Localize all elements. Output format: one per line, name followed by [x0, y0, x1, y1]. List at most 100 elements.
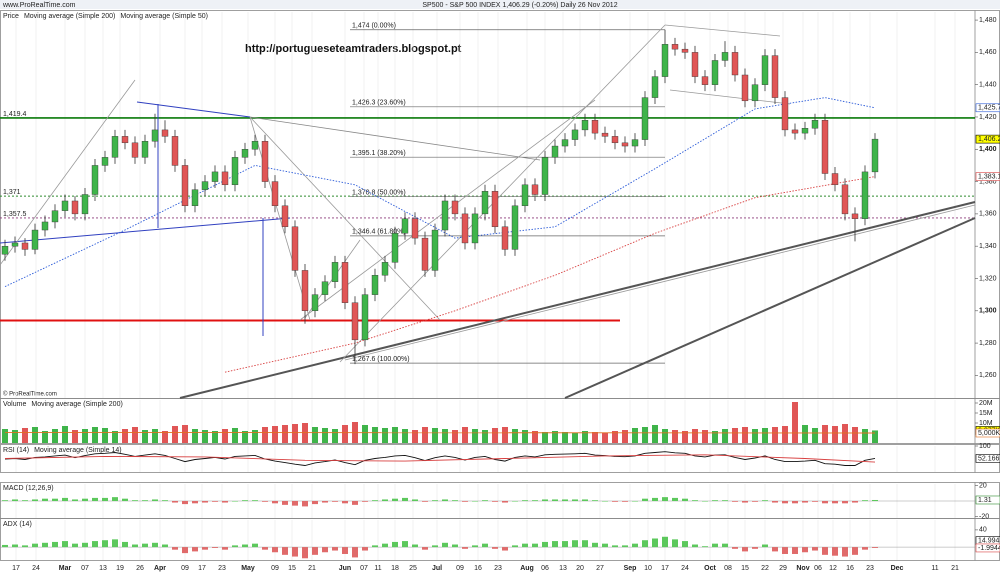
histogram-bar: [772, 547, 778, 552]
histogram-bar: [122, 541, 128, 548]
histogram-bar: [842, 547, 848, 557]
y-tick-label: 1,400: [979, 146, 997, 153]
candle-body: [41, 221, 49, 231]
histogram-bar: [832, 501, 838, 504]
volume-bar: [662, 429, 668, 443]
volume-bar: [22, 428, 28, 443]
volume-bar: [72, 430, 78, 443]
value-marker-label: 1,383.1: [978, 173, 1000, 180]
trend-line: [564, 217, 976, 399]
volume-bar: [702, 430, 708, 443]
fib-label: 1,426.3 (23.60%): [352, 100, 406, 107]
histogram-bar: [402, 497, 408, 501]
trend-line: [0, 79, 136, 266]
x-tick-label: 26: [136, 565, 144, 572]
volume-bar: [722, 429, 728, 443]
x-tick-label: Sep: [624, 565, 637, 572]
histogram-bar: [432, 500, 438, 501]
volume-bar: [862, 429, 868, 443]
x-tick-label: 06: [541, 565, 549, 572]
histogram-bar: [542, 499, 548, 501]
y-tick-label: 1,280: [979, 340, 997, 347]
candle-body: [801, 128, 809, 134]
volume-bar: [262, 427, 268, 443]
volume-bar: [52, 429, 58, 443]
legend-entry: ADX (14): [3, 521, 32, 528]
histogram-bar: [492, 501, 498, 502]
y-tick-label: 1,460: [979, 49, 997, 56]
y-tick-label: 1,260: [979, 372, 997, 379]
x-tick-label: 23: [218, 565, 226, 572]
histogram-bar: [112, 539, 118, 548]
volume-bar: [102, 428, 108, 443]
histogram-bar: [392, 541, 398, 548]
x-tick-label: 06: [814, 565, 822, 572]
candle-body: [341, 262, 349, 303]
candle-body: [611, 136, 619, 144]
histogram-bar: [422, 547, 428, 550]
histogram-bar: [102, 540, 108, 548]
histogram-bar: [502, 547, 508, 551]
histogram-bar: [12, 544, 18, 548]
histogram-bar: [422, 501, 428, 502]
x-tick-label: 24: [32, 565, 40, 572]
candle-body: [191, 189, 199, 207]
value-marker: [975, 103, 1000, 113]
histogram-bar: [142, 500, 148, 501]
histogram-bar: [812, 501, 818, 502]
histogram-bar: [552, 499, 558, 501]
histogram-bar: [362, 547, 368, 551]
histogram-bar: [802, 547, 808, 553]
volume-bar: [792, 402, 798, 443]
volume-bar: [782, 426, 788, 443]
x-tick-label: 09: [271, 565, 279, 572]
candle-body: [411, 218, 419, 239]
x-tick-label: 23: [494, 565, 502, 572]
volume-bar: [202, 430, 208, 443]
histogram-bar: [172, 501, 178, 503]
histogram-bar: [862, 500, 868, 501]
histogram-bar: [302, 501, 308, 507]
candle-body: [641, 97, 649, 140]
candle-body: [651, 76, 659, 98]
volume-bar: [462, 427, 468, 443]
histogram-bar: [372, 545, 378, 548]
histogram-bar: [492, 547, 498, 549]
histogram-bar: [602, 501, 608, 502]
histogram-bar: [572, 499, 578, 501]
histogram-bar: [512, 545, 518, 548]
header-bar: [0, 0, 1000, 9]
legend-entry: Volume: [3, 401, 26, 408]
histogram-bar: [312, 501, 318, 505]
histogram-bar: [82, 498, 88, 501]
volume-bar: [432, 428, 438, 443]
candle-body: [601, 132, 609, 137]
candle-body: [91, 165, 99, 195]
histogram-bar: [762, 500, 768, 501]
histogram-bar: [602, 543, 608, 548]
x-tick-label: Nov: [796, 565, 809, 572]
trend-line: [339, 24, 666, 363]
value-marker-label: -1.9944: [978, 545, 1000, 552]
histogram-bar: [522, 543, 528, 548]
trend-line: [0, 217, 291, 244]
volume-bar: [642, 427, 648, 443]
candle-body: [71, 200, 79, 215]
candle-body: [401, 218, 409, 234]
candle-body: [451, 200, 459, 215]
histogram-bar: [552, 541, 558, 548]
histogram-bar: [772, 501, 778, 503]
histogram-bar: [522, 500, 528, 501]
histogram-bar: [712, 500, 718, 501]
histogram-bar: [762, 544, 768, 548]
histogram-bar: [792, 547, 798, 554]
histogram-bar: [42, 542, 48, 548]
histogram-bar: [432, 545, 438, 548]
volume-bar: [412, 430, 418, 443]
histogram-bar: [852, 501, 858, 503]
volume-bar: [182, 425, 188, 443]
volume-bar: [162, 431, 168, 443]
candle-body: [471, 213, 479, 244]
candle-body: [251, 141, 259, 150]
histogram-bar: [842, 501, 848, 504]
